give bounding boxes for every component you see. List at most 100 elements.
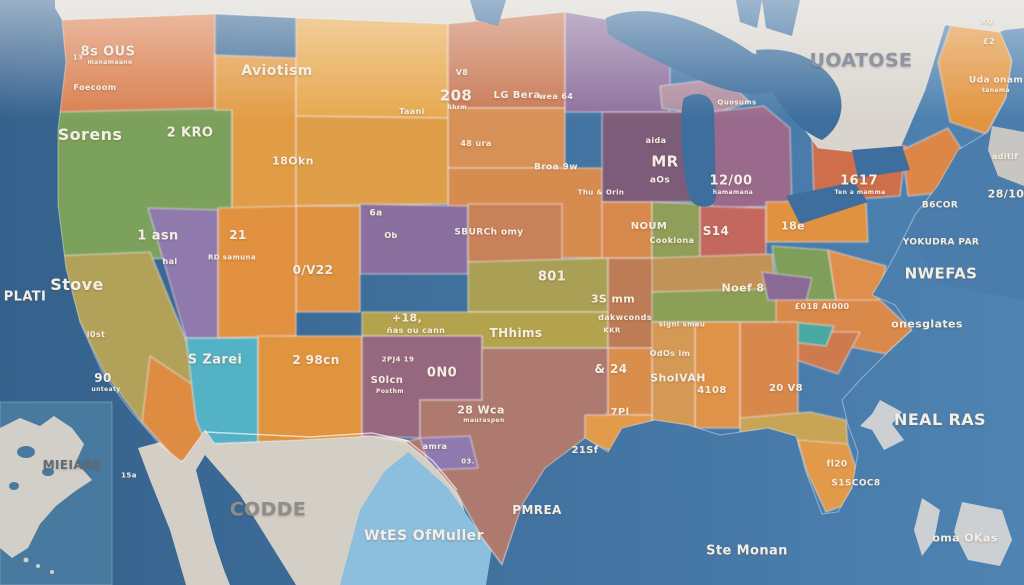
alaska-inset [0,401,113,585]
map-label: 801 [537,269,567,285]
map-label: 20 V8 [768,383,804,394]
map-label: Sorens [57,125,123,144]
map-label: hal [162,257,178,266]
map-label: 2 98cn [292,353,340,367]
map-label: Aviotism [241,63,313,79]
aleutian-island-3 [50,570,54,574]
map-label: dakwconds [598,313,652,322]
map-label: 28/10 [987,187,1024,201]
map-label: XQ [980,17,994,26]
map-label: OdOs im [649,349,691,358]
map-label: 0N0 [426,365,458,381]
map-label: PLATI [3,289,47,305]
map-label: PMREA [512,503,562,517]
map-label: S0lcn [370,375,404,386]
map-label: Quosums [717,98,757,107]
map-label: 3S mm [590,292,636,306]
map-label: +18, [391,311,423,325]
map-label: Ob [384,231,398,240]
map-label: i0st [86,330,106,339]
us-mexico-border [204,431,458,491]
map-label: V8 [455,68,469,77]
aleutian-island-1 [23,557,29,563]
map-label: mauraspen [463,417,505,424]
map-label: UOATOSE [809,49,913,72]
map-label: 2PJ4 19 [381,355,415,364]
map-label: Thu & Orin [577,188,625,197]
map-label: NEAL RAS [894,410,986,429]
alaska-lake-2 [42,468,54,476]
lake-ontario [852,146,910,178]
map-label: 48 ura [460,139,492,148]
map-label: Posthm [376,388,404,395]
map-label: Cookiona [649,236,695,245]
map-label: Ten a mamma [834,189,886,196]
region-arizona [185,337,259,445]
map-label: oma OKas [932,531,998,545]
map-label: ShoIVAH [650,371,706,385]
map-label: NWEFAS [904,264,978,283]
nova-scotia-island [988,126,1024,186]
small-island [914,498,940,556]
map-label: S14 [702,224,730,238]
map-label: 03. [461,457,475,466]
map-label: 21 [229,228,247,242]
aleutian-island-2 [36,564,40,568]
gulf-shallow-water [340,452,492,585]
map-label: CODDE [229,498,307,521]
map-label: Taani [399,107,425,116]
map-label: THhims [489,326,543,340]
map-label: fl20 [826,459,848,470]
map-label: aOs [649,175,671,186]
map-label: £2 [983,37,995,46]
map-label: MIEIARE [42,458,102,472]
map-label: 21Sf [571,445,599,456]
alaska-lake-1 [17,446,35,458]
map-label: 18e [781,219,805,233]
map-label: YOKUDRA PAR [902,237,980,248]
map-label: 6a [369,208,383,219]
alaska-lake-3 [9,482,19,490]
map-label: NOUM [630,221,668,232]
map-label: Noef 8 [721,281,765,295]
map-label: 1617 [840,173,878,189]
atlantic-island [860,400,904,450]
map-label: 12/00 [709,173,753,189]
map-label: LG Bera [493,90,541,101]
map-label: 0/V22 [292,263,334,277]
map-label: Uda onam [968,75,1024,86]
map-label: amra [422,442,448,451]
map-label: Ste Monan [706,543,788,559]
map-label: & 24 [594,362,628,376]
map-label: 15a [121,471,137,480]
map-label: 8s OUS [80,44,136,60]
top-light-wash [0,0,1024,120]
map-label: S Zarei [187,352,243,368]
map-label: B6COR [921,200,959,211]
map-label: Rhrm [447,104,467,111]
map-label: 2 KRO [166,125,214,141]
atlantic-northeast [905,30,1024,300]
bahama-island [954,502,1012,566]
map-label: signi smau [658,320,706,329]
map-label: 13 [72,53,84,62]
map-label: hamamana [712,189,754,196]
map-label: 7Pl [610,407,630,418]
map-label: MR [651,152,679,171]
map-label: wea 64 [538,92,574,101]
map-label: £018 AI000 [794,302,850,311]
map-label: RD samuna [207,253,257,262]
map-label: Stove [50,275,104,294]
map-label: 1 asn [137,228,179,244]
map-label: tanama [982,87,1010,94]
map-label: WtES OfMuller [364,528,484,544]
map-label: 4108 [697,385,727,396]
map-label: Foecoom [73,83,117,92]
lake-erie [786,182,868,224]
map-label: 18Okn [272,154,314,168]
map-label: SBURCh omy [454,227,524,238]
lake-michigan [681,94,716,207]
